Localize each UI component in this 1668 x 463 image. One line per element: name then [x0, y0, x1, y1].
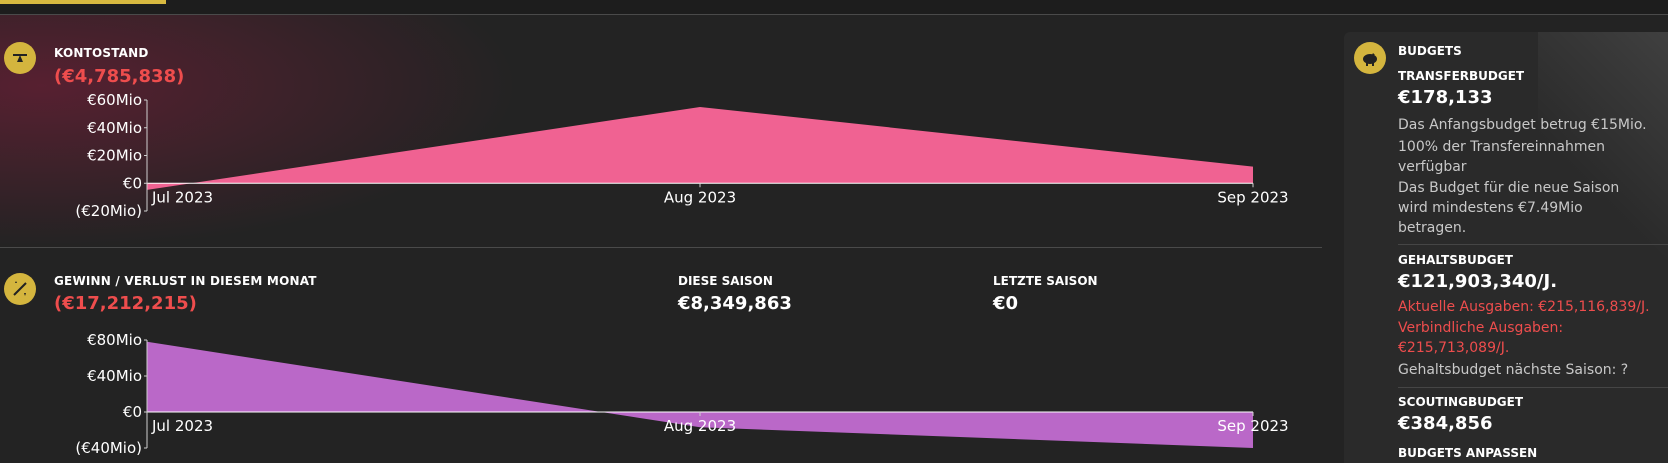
balance-label: KONTOSTAND: [54, 46, 149, 60]
profit-area: [147, 341, 1253, 448]
profit-y-tick-label: €40Mio: [87, 367, 142, 385]
balance-value: (€4,785,838): [54, 66, 185, 87]
balance-x-tick-label: Jul 2023: [151, 188, 213, 206]
transfer-budget-label: TRANSFERBUDGET: [1398, 69, 1525, 83]
balance-area: [147, 106, 1253, 190]
budgets-title: BUDGETS: [1398, 44, 1462, 58]
profit-x-tick-label: Aug 2023: [664, 417, 736, 435]
profit-y-tick-label: €0: [123, 403, 142, 421]
last-season-label: LETZTE SAISON: [993, 274, 1098, 288]
transfer-initial-note: Das Anfangsbudget betrug €15Mio.: [1398, 117, 1647, 133]
wage-current-spending: Aktuelle Ausgaben: €215,116,839/J.: [1398, 299, 1650, 315]
background-glow: [0, 15, 520, 250]
budgets-divider: [1398, 387, 1668, 388]
balance-y-tick-label: (€20Mio): [75, 202, 142, 220]
adjust-budgets-link[interactable]: BUDGETS ANPASSEN: [1398, 446, 1538, 460]
balance-y-tick-label: €0: [123, 174, 142, 192]
profit-value: (€17,212,215): [54, 293, 197, 314]
balance-scale-icon: [4, 42, 36, 74]
profit-label: GEWINN / VERLUST IN DIESEM MONAT: [54, 274, 317, 288]
profit-y-tick-label: €80Mio: [87, 331, 142, 349]
transfer-budget-value: €178,133: [1398, 87, 1493, 108]
scouting-budget-value: €384,856: [1398, 413, 1493, 434]
wage-budget-value: €121,903,340/J.: [1398, 271, 1558, 292]
last-season-value: €0: [993, 293, 1019, 314]
balance-y-tick-label: €60Mio: [87, 91, 142, 109]
wage-budget-label: GEHALTSBUDGET: [1398, 253, 1513, 267]
this-season-value: €8,349,863: [678, 293, 792, 314]
this-season-label: DIESE SAISON: [678, 274, 773, 288]
profit-y-tick-label: (€40Mio): [75, 439, 142, 457]
panel-shine: [1538, 32, 1668, 292]
balance-y-tick-label: €40Mio: [87, 119, 142, 137]
budgets-divider: [1398, 244, 1668, 245]
profit-chart: €80Mio €40Mio €0 (€40Mio) Jul 2023 Aug 2023 Se…: [75, 331, 1288, 457]
balance-x-tick-label: Sep 2023: [1217, 188, 1288, 206]
transfer-next-season-note: Das Budget für die neue Saison wird mind…: [1398, 180, 1620, 236]
balance-y-tick-label: €20Mio: [87, 147, 142, 165]
wage-next-season: Gehaltsbudget nächste Saison: ?: [1398, 362, 1629, 378]
active-tab-indicator: [0, 0, 166, 4]
profit-x-tick-label: Jul 2023: [151, 417, 213, 435]
balance-chart: €60Mio €40Mio €20Mio €0 (€20Mio) Jul 2023 Aug …: [75, 91, 1288, 220]
profit-x-tick-label: Sep 2023: [1217, 417, 1288, 435]
wage-committed-spending: Verbindliche Ausgaben: €215,713,089/J.: [1398, 320, 1564, 356]
top-bar: [0, 0, 1668, 15]
balance-x-tick-label: Aug 2023: [664, 188, 736, 206]
scouting-budget-label: SCOUTINGBUDGET: [1398, 395, 1524, 409]
profit-loss-icon: [4, 273, 36, 305]
transfer-income-note: 100% der Transfereinnahmen verfügbar: [1398, 139, 1605, 175]
budgets-panel: BUDGETS TRANSFERBUDGET €178,133 Das Anfa…: [1344, 32, 1668, 463]
section-divider: [0, 247, 1322, 248]
piggy-bank-icon: [1354, 42, 1386, 74]
